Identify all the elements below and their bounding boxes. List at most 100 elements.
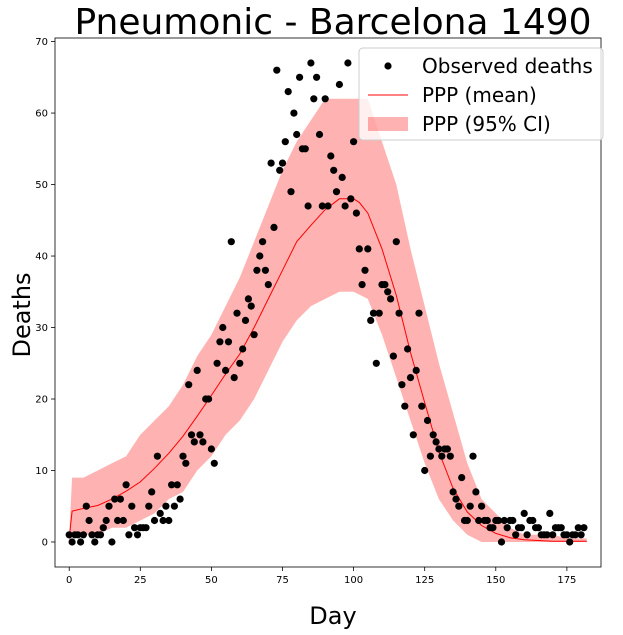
observed-point: [99, 524, 107, 532]
ci-band: [69, 98, 587, 543]
observed-point: [364, 245, 372, 253]
legend-marker-observed: [384, 62, 392, 70]
observed-point: [108, 538, 116, 546]
observed-point: [489, 524, 497, 532]
legend-swatch-ci: [368, 117, 408, 131]
observed-point: [324, 202, 332, 210]
observed-point: [276, 166, 284, 174]
legend: Observed deaths PPP (mean) PPP (95% CI): [358, 47, 604, 141]
observed-point: [105, 502, 113, 510]
observed-point: [187, 431, 196, 439]
observed-point: [91, 538, 99, 546]
observed-point: [145, 502, 153, 510]
observed-point: [355, 245, 363, 253]
observed-point: [207, 445, 215, 453]
y-tick-label: 60: [35, 109, 48, 120]
observed-point: [222, 366, 230, 374]
x-tick-label: 50: [205, 575, 218, 586]
observed-point: [142, 524, 150, 532]
observed-point: [330, 166, 338, 174]
y-tick-label: 40: [35, 252, 48, 263]
observed-point: [546, 509, 554, 517]
observed-point: [233, 309, 241, 317]
observed-point: [196, 431, 204, 439]
x-tick-label: 75: [276, 575, 289, 586]
observed-point: [412, 366, 420, 374]
observed-point: [219, 323, 227, 332]
observed-point: [415, 309, 423, 317]
ci-band-layer: [69, 98, 587, 543]
x-axis-label: Day: [309, 602, 356, 630]
observed-point: [338, 173, 346, 181]
observed-point: [341, 202, 349, 210]
observed-point: [270, 223, 278, 231]
observed-point: [278, 159, 287, 167]
y-tick-label: 30: [35, 323, 48, 334]
observed-point: [367, 316, 375, 324]
observed-point: [475, 516, 483, 525]
observed-point: [509, 516, 517, 525]
observed-point: [423, 416, 432, 425]
plot-frame: [54, 37, 602, 568]
observed-point: [398, 381, 406, 389]
observed-point: [296, 73, 304, 81]
observed-point: [182, 459, 190, 467]
x-tick-label: 125: [415, 575, 434, 586]
x-axis: 0 25 50 75 100 125 150 175: [66, 567, 576, 586]
y-tick-label: 10: [35, 466, 48, 477]
observed-point: [301, 145, 309, 153]
observed-point: [239, 345, 247, 353]
observed-point: [88, 531, 96, 539]
observed-point: [392, 238, 400, 246]
observed-point: [250, 331, 258, 339]
observed-point: [395, 309, 403, 317]
observed-point: [529, 516, 537, 525]
observed-point: [466, 502, 474, 510]
observed-point: [372, 359, 380, 367]
observed-point: [173, 481, 181, 489]
observed-point: [389, 352, 397, 360]
observed-point: [455, 502, 463, 510]
observed-point: [358, 281, 366, 289]
observed-point: [335, 80, 343, 89]
observed-point: [469, 452, 477, 460]
observed-point: [210, 459, 218, 467]
observed-point: [571, 531, 580, 539]
observed-point: [293, 130, 301, 139]
observed-point: [102, 516, 110, 525]
observed-point: [327, 152, 335, 160]
observed-point: [361, 266, 369, 274]
observed-point: [241, 316, 250, 324]
observed-point: [409, 431, 417, 439]
legend-label: Observed deaths: [422, 54, 593, 78]
observed-point: [85, 516, 93, 525]
legend-label: PPP (95% CI): [422, 112, 551, 136]
observed-point: [580, 524, 588, 532]
observed-point: [119, 516, 127, 525]
observed-point: [406, 374, 415, 382]
observed-point: [185, 381, 193, 389]
observed-point: [520, 509, 528, 517]
observed-point: [566, 538, 574, 546]
observed-point: [131, 524, 139, 532]
observed-point: [290, 109, 298, 117]
observed-point: [224, 338, 233, 346]
observed-point: [205, 395, 213, 403]
observed-point: [557, 524, 565, 532]
observed-point: [438, 452, 446, 460]
observed-point: [264, 281, 272, 289]
observed-point: [148, 488, 156, 496]
observed-point: [375, 309, 383, 317]
y-tick-label: 20: [35, 395, 48, 406]
observed-point: [65, 531, 73, 539]
observed-point: [96, 531, 105, 539]
observed-point: [369, 309, 378, 317]
observed-point: [497, 538, 506, 546]
observed-point: [273, 66, 281, 74]
x-tick-label: 150: [486, 575, 505, 586]
observed-point: [458, 474, 466, 482]
observed-point: [116, 495, 124, 503]
observed-point: [495, 516, 503, 525]
y-tick-label: 50: [35, 180, 48, 191]
